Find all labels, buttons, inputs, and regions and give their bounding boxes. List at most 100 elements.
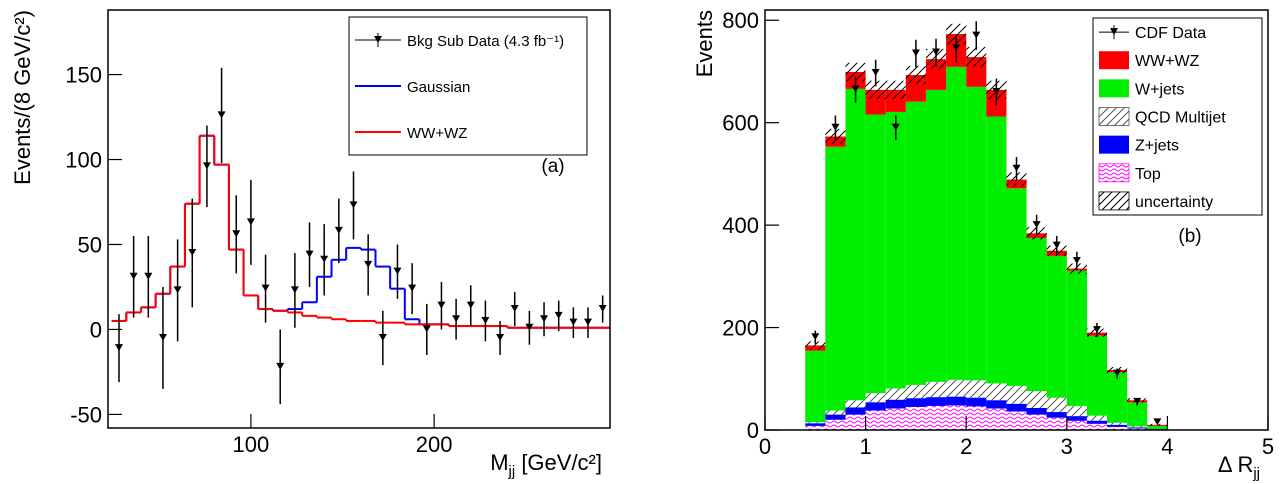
bar-segment xyxy=(1147,425,1168,429)
bar-segment xyxy=(925,397,947,406)
data-point xyxy=(911,49,920,57)
data-point xyxy=(972,31,981,39)
data-point xyxy=(334,226,343,234)
data-point xyxy=(261,284,270,292)
uncertainty-band xyxy=(905,65,926,85)
data-point xyxy=(525,323,534,331)
bar-segment xyxy=(1127,428,1148,430)
legend-label: uncertainty xyxy=(1135,194,1213,211)
bar-segment xyxy=(845,414,866,430)
data-point xyxy=(422,325,431,333)
data-point xyxy=(466,301,475,309)
bar-segment xyxy=(1086,420,1108,424)
x-tick-label: 4 xyxy=(1161,434,1173,459)
data-point xyxy=(173,286,182,294)
bar-segment xyxy=(1026,391,1047,408)
uncertainty-band xyxy=(805,341,826,350)
bar-segment xyxy=(805,350,826,423)
legend-label: W+jets xyxy=(1135,81,1184,98)
bar-segment xyxy=(1107,372,1128,423)
bar-segment xyxy=(1127,427,1148,429)
bar-segment xyxy=(966,380,987,398)
data-point xyxy=(129,272,138,280)
x-tick-label: 200 xyxy=(416,432,453,457)
data-point xyxy=(452,315,461,323)
bar-segment xyxy=(865,402,886,411)
bar-segment xyxy=(1066,270,1087,406)
data-point xyxy=(540,315,549,323)
data-point xyxy=(811,333,820,341)
bar-segment xyxy=(946,379,967,397)
data-point xyxy=(992,87,1001,95)
bar-segment xyxy=(925,381,947,398)
bar-segment xyxy=(1026,407,1047,415)
x-tick-label: 0 xyxy=(759,434,771,459)
uncertainty-band xyxy=(885,80,906,100)
data-point xyxy=(349,201,358,209)
legend-swatch xyxy=(1099,79,1129,98)
uncertainty-band xyxy=(946,23,967,45)
y-axis-label: Events xyxy=(692,10,717,77)
bar-segment xyxy=(905,398,926,407)
bar-segment xyxy=(946,396,967,406)
legend-label: Bkg Sub Data (4.3 fb⁻¹) xyxy=(407,33,564,50)
x-tick-label: 5 xyxy=(1262,434,1274,459)
legend-label: CDF Data xyxy=(1135,25,1206,42)
legend-label: Gaussian xyxy=(407,79,470,96)
data-point xyxy=(1153,418,1162,426)
bar-segment xyxy=(1006,403,1027,412)
data-point xyxy=(871,69,880,76)
bar-segment xyxy=(845,400,866,408)
data-point xyxy=(364,260,373,268)
bar-segment xyxy=(1006,188,1027,386)
bar-segment xyxy=(946,405,967,430)
bar-segment xyxy=(1107,424,1128,427)
data-point xyxy=(1072,256,1081,264)
bar-segment xyxy=(1107,426,1128,430)
bar-segment xyxy=(845,88,866,401)
bar-segment xyxy=(825,410,846,415)
bar-segment xyxy=(986,116,1007,384)
bar-segment xyxy=(1086,415,1108,421)
legend-label: Z+jets xyxy=(1135,138,1179,155)
bar-segment xyxy=(865,410,886,430)
annotation: (b) xyxy=(1178,226,1201,247)
legend-label: WW+WZ xyxy=(407,125,467,142)
x-label-base: Δ R xyxy=(1218,452,1253,477)
data-point xyxy=(1012,164,1021,172)
bar-segment xyxy=(1026,414,1047,430)
data-point xyxy=(188,248,197,256)
data-point xyxy=(510,305,519,313)
bar-segment xyxy=(885,399,906,409)
bar-segment xyxy=(885,388,906,400)
legend-label: QCD Multijet xyxy=(1135,110,1226,127)
data-point xyxy=(305,250,314,258)
bar-segment xyxy=(1046,397,1067,413)
plot-frame xyxy=(107,9,611,429)
x-axis-label: Δ Rjj xyxy=(1218,452,1260,482)
bar-segment xyxy=(1066,416,1087,421)
data-point xyxy=(598,305,607,313)
bar-segment xyxy=(966,397,987,407)
bar-segment xyxy=(1006,385,1027,404)
legend-swatch xyxy=(1098,163,1130,183)
bar-segment xyxy=(1046,412,1067,418)
bar-segment xyxy=(805,422,826,424)
data-point xyxy=(851,85,860,93)
data-point xyxy=(584,318,593,326)
bar-segment xyxy=(865,393,886,403)
data-point xyxy=(202,162,211,170)
data-point xyxy=(481,316,490,324)
uncertainty-band xyxy=(845,62,866,82)
bar-segment xyxy=(1086,423,1108,430)
legend-label: WW+WZ xyxy=(1135,53,1200,70)
x-label-sub: jj xyxy=(508,463,516,480)
data-point xyxy=(158,333,167,341)
data-point xyxy=(290,286,299,294)
bar-segment xyxy=(825,419,846,430)
bar-segment xyxy=(885,111,906,389)
data-point xyxy=(1052,241,1061,249)
y-tick-label: 50 xyxy=(78,232,102,257)
y-tick-label: 0 xyxy=(90,317,102,342)
